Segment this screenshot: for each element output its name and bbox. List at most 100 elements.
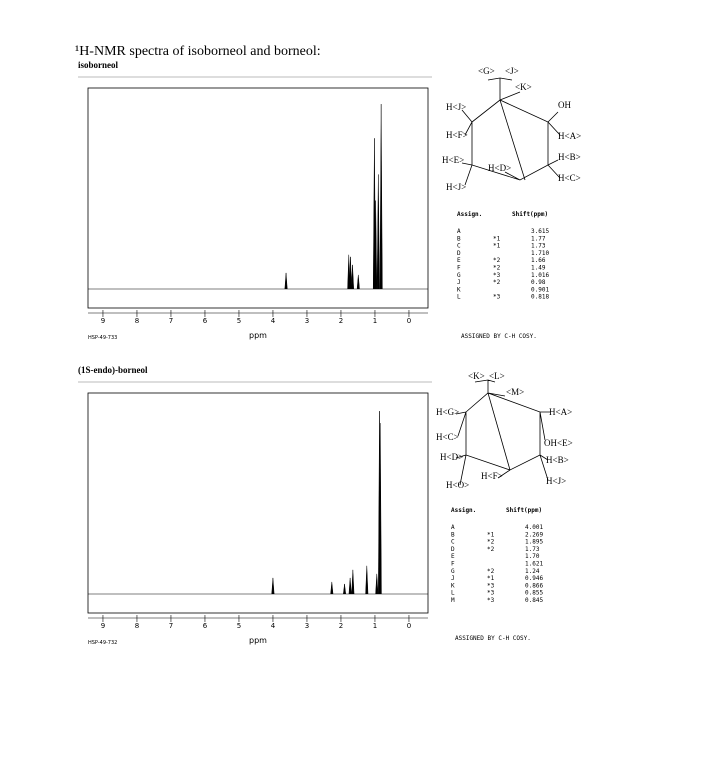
row-label: L bbox=[457, 294, 461, 301]
assignment-note: ASSIGNED BY C-H COSY. bbox=[461, 333, 537, 340]
atom-label: OH<E> bbox=[544, 438, 573, 448]
row-note: *3 bbox=[493, 294, 501, 301]
row-shift: 1.73 bbox=[525, 546, 540, 553]
x-tick-label: 6 bbox=[203, 622, 208, 630]
row-label: A bbox=[451, 524, 455, 531]
row-shift: 1.49 bbox=[531, 265, 546, 272]
row-shift: 1.621 bbox=[525, 561, 543, 568]
row-label: B bbox=[457, 235, 461, 242]
atom-label: H<J> bbox=[446, 102, 466, 112]
row-note: *1 bbox=[493, 235, 501, 242]
peak bbox=[376, 174, 380, 290]
row-label: M bbox=[451, 597, 455, 604]
row-label: C bbox=[457, 243, 461, 250]
row-shift: 0.845 bbox=[525, 597, 543, 604]
row-note: *2 bbox=[493, 265, 501, 272]
row-label: C bbox=[451, 539, 455, 546]
x-tick-label: 5 bbox=[237, 622, 241, 630]
row-shift: 1.70 bbox=[525, 553, 540, 560]
peak bbox=[374, 200, 378, 290]
x-axis-label: ppm bbox=[249, 331, 267, 340]
atom-label: H<J> bbox=[546, 476, 566, 486]
row-shift: 0.946 bbox=[525, 575, 543, 582]
row-note: *1 bbox=[493, 243, 501, 250]
row-shift: 4.001 bbox=[525, 524, 543, 531]
assignment-note: ASSIGNED BY C-H COSY. bbox=[455, 635, 531, 642]
peak bbox=[365, 565, 369, 595]
peak bbox=[351, 569, 355, 595]
atom-label: H<B> bbox=[558, 152, 581, 162]
row-note: *3 bbox=[493, 272, 501, 279]
x-tick-label: 3 bbox=[305, 317, 309, 325]
table-header: Shift(ppm) bbox=[512, 211, 548, 218]
x-tick-label: 3 bbox=[305, 622, 309, 630]
x-tick-label: 6 bbox=[203, 317, 208, 325]
x-tick-label: 2 bbox=[339, 622, 343, 630]
row-label: D bbox=[451, 546, 455, 553]
row-label: L bbox=[451, 590, 455, 597]
atom-label: <L> bbox=[489, 371, 505, 381]
peak bbox=[284, 272, 288, 290]
atom-label: <J> bbox=[505, 66, 519, 76]
peak bbox=[378, 423, 382, 595]
row-shift: 0.901 bbox=[531, 286, 549, 293]
table-header: Shift(ppm) bbox=[506, 507, 542, 514]
row-note: *3 bbox=[487, 597, 495, 604]
row-label: K bbox=[451, 582, 455, 589]
peak bbox=[343, 583, 346, 595]
atom-label: <K> bbox=[515, 82, 532, 92]
spectrum-frame bbox=[87, 87, 429, 309]
row-label: E bbox=[451, 553, 455, 560]
row-note: *2 bbox=[487, 539, 495, 546]
row-shift: 0.866 bbox=[525, 582, 543, 589]
x-axis-label: ppm bbox=[249, 636, 267, 645]
row-note: *2 bbox=[487, 546, 495, 553]
row-label: F bbox=[457, 265, 461, 272]
row-shift: 1.77 bbox=[531, 235, 546, 242]
x-tick-label: 5 bbox=[237, 317, 241, 325]
row-note: *3 bbox=[487, 590, 495, 597]
page-title: ¹H-NMR spectra of isoborneol and borneol… bbox=[75, 44, 321, 59]
row-shift: 1.24 bbox=[525, 568, 540, 575]
row-label: J bbox=[451, 575, 455, 582]
x-tick-label: 8 bbox=[135, 622, 139, 630]
x-tick-label: 1 bbox=[373, 622, 377, 630]
atom-label: <G> bbox=[478, 66, 495, 76]
atom-label: <K> bbox=[468, 371, 485, 381]
x-tick-label: 7 bbox=[169, 317, 173, 325]
section-label: (1S-endo)-borneol bbox=[78, 365, 148, 375]
row-shift: 1.66 bbox=[531, 257, 546, 264]
atom-label: H<C> bbox=[436, 432, 459, 442]
molecule-skeleton bbox=[461, 77, 561, 186]
atom-label: H<B> bbox=[546, 455, 569, 465]
row-shift: 1.895 bbox=[525, 539, 543, 546]
atom-label: H<D> bbox=[440, 452, 463, 462]
row-note: *3 bbox=[487, 582, 495, 589]
row-shift: 2.269 bbox=[525, 531, 543, 538]
row-label: G bbox=[451, 568, 455, 575]
table-header: Assign. bbox=[457, 211, 482, 218]
atom-label: H<A> bbox=[558, 131, 581, 141]
peak bbox=[351, 264, 354, 290]
x-tick-label: 9 bbox=[101, 622, 105, 630]
x-tick-label: 8 bbox=[135, 317, 139, 325]
row-shift: 3.615 bbox=[531, 228, 549, 235]
atom-label: H<C> bbox=[558, 173, 581, 183]
atom-label: H<F> bbox=[446, 130, 468, 140]
x-tick-label: 1 bbox=[373, 317, 377, 325]
peak bbox=[348, 577, 352, 595]
table-header: Assign. bbox=[451, 507, 476, 514]
atom-label: H<G> bbox=[436, 407, 459, 417]
peak bbox=[375, 573, 379, 595]
row-label: E bbox=[457, 257, 461, 264]
atom-label: H<D> bbox=[488, 163, 511, 173]
atom-label: H<A> bbox=[549, 407, 572, 417]
row-label: A bbox=[457, 228, 461, 235]
x-tick-label: 2 bbox=[339, 317, 343, 325]
atom-label: H<E> bbox=[442, 155, 464, 165]
row-shift: 0.818 bbox=[531, 294, 549, 301]
atom-label: H<F> bbox=[481, 471, 503, 481]
row-label: K bbox=[457, 286, 461, 293]
row-shift: 1.73 bbox=[531, 243, 546, 250]
